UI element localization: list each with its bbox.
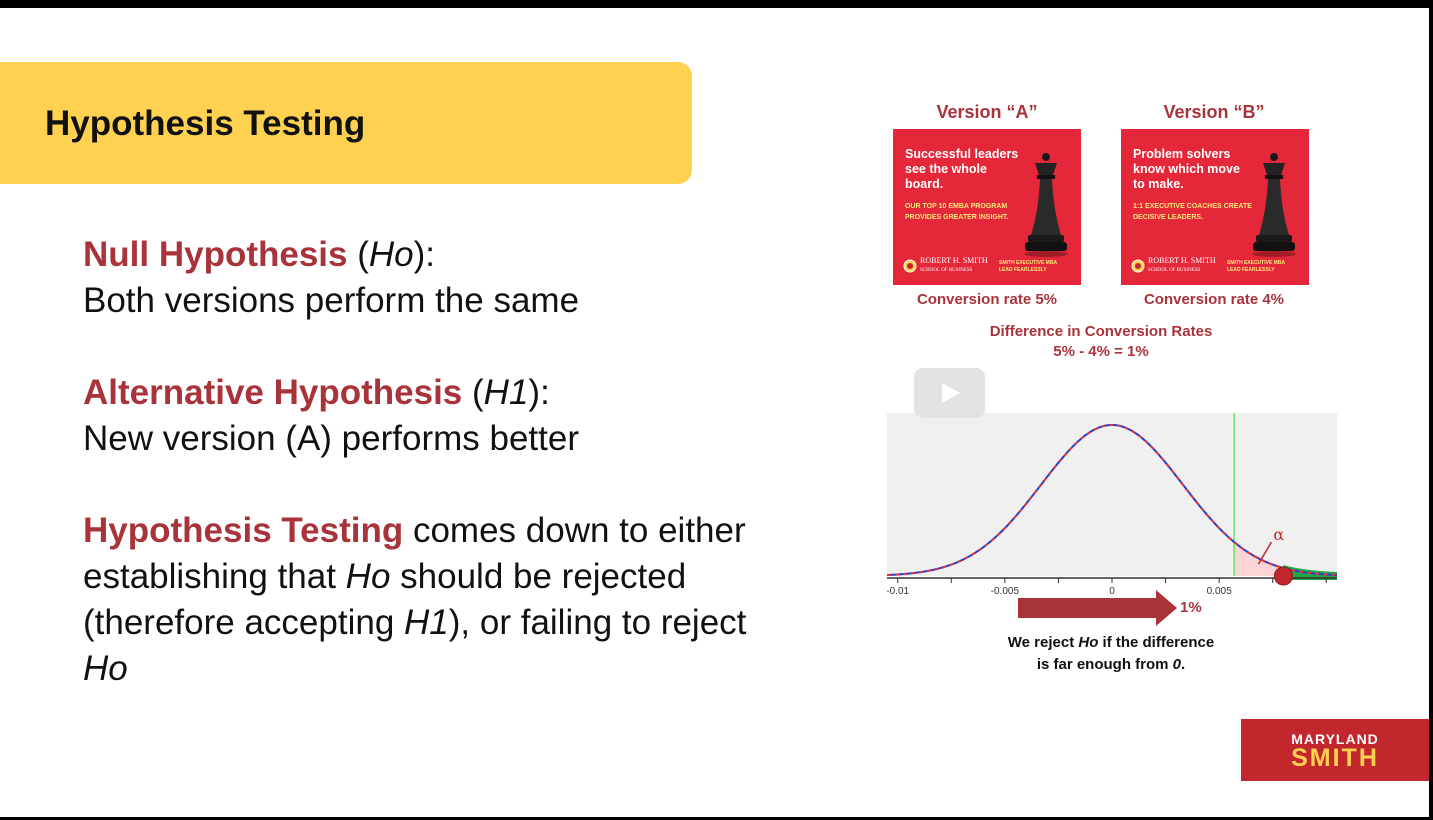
- logo-line1: ROBERT H. SMITH: [920, 256, 988, 265]
- title-bar: Hypothesis Testing: [0, 62, 692, 184]
- alt-close-paren: ):: [528, 373, 550, 412]
- logo-line2: SCHOOL OF BUSINESS: [920, 268, 973, 273]
- version-a-headline: Successful leaders see the whole board.: [905, 147, 1019, 191]
- distribution-chart: -0.01 -0.005 0 0.005 α: [887, 413, 1337, 597]
- rejection-region: [1234, 542, 1337, 576]
- null-symbol: Ho: [368, 235, 414, 274]
- tag-line2: LEAD FEARLESSLY: [1227, 267, 1275, 273]
- chess-queen-icon: [1024, 153, 1068, 257]
- logo-line-smith: SMITH: [1291, 744, 1379, 772]
- difference-title: Difference in Conversion Rates: [989, 323, 1213, 340]
- null-hypothesis-desc: Both versions perform the same: [83, 281, 580, 320]
- version-b-school-logo: ROBERT H. SMITH SCHOOL OF BUSINESS: [1148, 257, 1216, 275]
- tag-line2: LEAD FEARLESSLY: [999, 267, 1047, 273]
- alpha-pointer: [1257, 541, 1273, 565]
- reject-text-2: if the difference: [1098, 634, 1215, 651]
- maryland-smith-logo: MARYLAND SMITH: [1241, 719, 1429, 781]
- university-seal-icon: [1131, 259, 1145, 273]
- null-hypothesis-term: Null Hypothesis: [83, 235, 348, 274]
- observed-difference-marker: [1273, 566, 1293, 586]
- version-b-tag: SMITH EXECUTIVE MBA LEAD FEARLESSLY: [1227, 260, 1285, 274]
- density-curve-overlay: [887, 424, 1337, 576]
- slide: Hypothesis Testing Null Hypothesis (Ho):…: [0, 8, 1429, 817]
- difference-text: Difference in Conversion Rates 5% - 4% =…: [960, 322, 1242, 362]
- alt-hypothesis-desc: New version (A) performs better: [83, 419, 579, 458]
- reject-text-4: .: [1181, 656, 1186, 673]
- x-tick-label: 0.005: [1207, 586, 1232, 597]
- university-seal-icon: [903, 259, 917, 273]
- hypothesis-testing-block: Hypothesis Testing comes down to either …: [83, 508, 783, 692]
- reject-text-1: We reject: [1007, 634, 1079, 651]
- x-tick-label: -0.01: [887, 586, 910, 597]
- version-a-label: Version “A”: [936, 102, 1038, 122]
- logo-line-maryland: MARYLAND: [1291, 731, 1379, 747]
- version-a-subline: OUR TOP 10 EMBA PROGRAM PROVIDES GREATER…: [905, 203, 1009, 221]
- chess-queen-icon: [1252, 153, 1296, 257]
- alt-symbol: H1: [483, 373, 529, 412]
- version-a-tag: SMITH EXECUTIVE MBA LEAD FEARLESSLY: [999, 260, 1057, 274]
- x-tick-label: -0.005: [991, 586, 1020, 597]
- null-hypothesis-block: Null Hypothesis (Ho): Both versions perf…: [83, 232, 783, 324]
- chart-background: [887, 413, 1337, 576]
- testing-symbol-2: H1: [404, 603, 449, 642]
- reject-symbol: Ho: [1078, 634, 1099, 651]
- version-b-subline: 1:1 EXECUTIVE COACHES CREATE DECISIVE LE…: [1133, 203, 1252, 221]
- version-a-conversion: Conversion rate 5%: [916, 291, 1058, 308]
- x-tick-label: 0: [1109, 586, 1115, 597]
- version-a-ad: Successful leaders see the whole board. …: [893, 129, 1081, 285]
- version-b-headline: Problem solvers know which move to make.: [1133, 147, 1240, 191]
- testing-text-3: ), or failing to reject: [448, 603, 747, 642]
- alt-open-paren: (: [462, 373, 484, 412]
- alpha-label: α: [1273, 525, 1284, 544]
- video-play-button[interactable]: [914, 368, 985, 418]
- reject-note: We reject Ho if the difference is far en…: [980, 632, 1242, 676]
- testing-text-2: should be rejected (therefore accepting: [83, 557, 687, 642]
- logo-line1: ROBERT H. SMITH: [1148, 256, 1216, 265]
- testing-text-1: comes down to either establishing that: [83, 511, 746, 596]
- slide-title: Hypothesis Testing: [45, 104, 366, 143]
- testing-symbol-1: Ho: [345, 557, 391, 596]
- reject-zero: 0: [1172, 656, 1181, 673]
- version-b-label: Version “B”: [1163, 102, 1265, 122]
- difference-value: 5% - 4% = 1%: [1053, 343, 1149, 360]
- testing-symbol-3: Ho: [83, 649, 128, 688]
- version-b-conversion: Conversion rate 4%: [1143, 291, 1285, 308]
- slide-body: Null Hypothesis (Ho): Both versions perf…: [83, 232, 783, 738]
- null-open-paren: (: [347, 235, 369, 274]
- play-icon[interactable]: [914, 368, 985, 418]
- right-arrow-icon: [1018, 590, 1177, 626]
- tag-line1: SMITH EXECUTIVE MBA: [999, 260, 1058, 266]
- alt-hypothesis-term: Alternative Hypothesis: [83, 373, 463, 412]
- logo-line2: SCHOOL OF BUSINESS: [1148, 268, 1201, 273]
- arrow-label: 1%: [1180, 599, 1202, 616]
- version-a-school-logo: ROBERT H. SMITH SCHOOL OF BUSINESS: [920, 257, 988, 275]
- null-close-paren: ):: [413, 235, 436, 274]
- testing-term: Hypothesis Testing: [83, 511, 404, 550]
- reject-text-3: is far enough from: [1036, 656, 1173, 673]
- alt-hypothesis-block: Alternative Hypothesis (H1): New version…: [83, 370, 783, 462]
- tag-line1: SMITH EXECUTIVE MBA: [1227, 260, 1286, 266]
- version-b-ad: Problem solvers know which move to make.…: [1121, 129, 1309, 285]
